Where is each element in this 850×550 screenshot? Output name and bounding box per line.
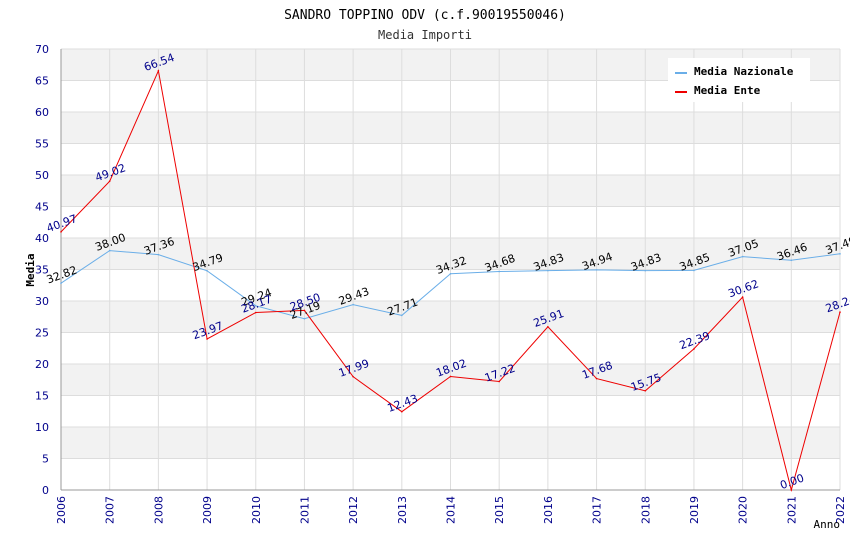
data-label: 37.49 — [824, 234, 850, 257]
data-point — [693, 269, 695, 272]
data-point — [206, 338, 208, 340]
data-point — [498, 380, 500, 383]
data-point — [644, 389, 647, 392]
data-point — [254, 311, 257, 314]
data-point — [108, 249, 111, 252]
x-tick-label: 2021 — [785, 496, 798, 524]
x-tick-label: 2019 — [688, 496, 701, 524]
x-tick-label: 2013 — [396, 496, 409, 524]
x-axis: 2006 2007 2008 2009 2010 2011 2012 2013 2014 2015… — [55, 489, 847, 524]
data-point — [303, 309, 306, 312]
data-point — [839, 253, 841, 255]
y-tick-label: 60 — [35, 106, 49, 119]
data-label: 0.00 — [778, 471, 805, 492]
data-label: 30.62 — [726, 277, 760, 300]
legend: Media Nazionale Media Ente — [668, 58, 810, 102]
data-point — [401, 410, 403, 413]
data-point — [741, 255, 744, 258]
x-tick-label: 2017 — [591, 496, 604, 524]
data-point — [352, 303, 354, 306]
data-point — [157, 69, 160, 72]
x-tick-label: 2009 — [201, 496, 214, 524]
y-tick-label: 20 — [35, 358, 49, 371]
data-point — [790, 489, 793, 491]
x-tick-label: 2011 — [298, 496, 311, 524]
data-point — [595, 269, 598, 271]
y-tick-label: 25 — [35, 327, 49, 340]
y-tick-label: 35 — [35, 264, 49, 277]
x-tick-label: 2015 — [493, 496, 506, 524]
x-tick-label: 2018 — [639, 496, 652, 524]
data-point — [644, 269, 647, 272]
legend-box — [668, 58, 810, 102]
data-point — [352, 375, 354, 378]
data-point — [157, 253, 160, 256]
data-point — [303, 317, 306, 320]
data-point — [547, 269, 549, 272]
data-point — [547, 325, 549, 328]
data-point — [60, 282, 62, 285]
data-point — [60, 231, 62, 233]
data-point — [108, 180, 111, 182]
y-tick-label: 30 — [35, 295, 49, 308]
data-point — [790, 259, 793, 262]
data-point — [449, 375, 452, 378]
x-tick-label: 2016 — [542, 496, 555, 524]
y-tick-label: 10 — [35, 421, 49, 434]
y-tick-label: 55 — [35, 138, 49, 151]
x-tick-label: 2012 — [347, 496, 360, 524]
x-tick-label: 2020 — [737, 496, 750, 524]
y-tick-label: 45 — [35, 201, 49, 214]
x-axis-title: Anno — [814, 518, 841, 531]
data-point — [839, 311, 841, 313]
y-axis: 0 5 10 15 20 25 30 35 40 45 50 55 60 65 70 — [35, 43, 62, 497]
data-point — [595, 377, 598, 380]
chart-title: SANDRO TOPPINO ODV (c.f.90019550046) — [284, 8, 566, 23]
x-tick-label: 2008 — [152, 496, 165, 524]
x-tick-label: 2007 — [104, 496, 117, 524]
y-tick-label: 70 — [35, 43, 49, 56]
series-group — [60, 69, 841, 492]
y-tick-label: 15 — [35, 390, 49, 403]
data-point — [693, 348, 695, 350]
legend-label: Media Nazionale — [694, 65, 794, 78]
data-point — [206, 270, 208, 272]
chart-subtitle: Media Importi — [378, 28, 472, 42]
data-point — [449, 272, 452, 275]
x-tick-label: 2022 — [834, 496, 847, 524]
y-tick-label: 40 — [35, 232, 49, 245]
y-axis-title: Media — [24, 253, 37, 286]
x-tick-label: 2010 — [250, 496, 263, 524]
data-point — [254, 304, 257, 307]
data-label: 28.24 — [824, 292, 850, 315]
y-tick-label: 0 — [42, 484, 49, 497]
data-point — [741, 296, 744, 298]
legend-label: Media Ente — [694, 84, 761, 97]
y-tick-label: 5 — [42, 453, 49, 466]
y-tick-label: 50 — [35, 169, 49, 182]
data-point — [401, 314, 403, 317]
x-tick-label: 2006 — [55, 496, 68, 524]
x-tick-label: 2014 — [445, 496, 458, 524]
data-point — [498, 270, 500, 273]
y-tick-label: 65 — [35, 75, 49, 88]
